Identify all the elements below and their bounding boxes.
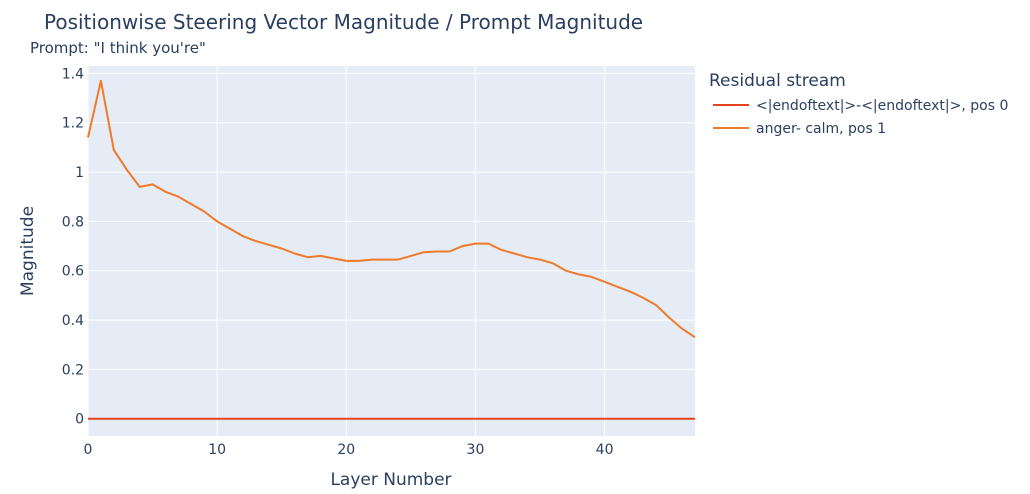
- legend-items: <|endoftext|>-<|endoftext|>, pos 0 anger…: [713, 98, 1008, 137]
- x-tick-label: 20: [337, 442, 355, 458]
- y-tick-label: 1.4: [62, 66, 84, 82]
- y-tick-label: 0: [75, 412, 84, 428]
- legend-entry-label: anger- calm, pos 1: [756, 121, 886, 137]
- y-tick-label: 1: [75, 165, 84, 181]
- y-tick-label: 1.2: [62, 116, 84, 132]
- plot-area: [88, 66, 695, 436]
- legend: Residual stream <|endoftext|>-<|endoftex…: [709, 71, 1008, 137]
- x-tick-label: 0: [84, 442, 93, 458]
- y-tick-labels: 0 0.2 0.4 0.6 0.8 1 1.2 1.4: [62, 66, 84, 427]
- legend-entry-label: <|endoftext|>-<|endoftext|>, pos 0: [756, 98, 1008, 114]
- y-tick-label: 0.2: [62, 362, 84, 378]
- series-lines: [87, 79, 696, 420]
- x-axis-label: Layer Number: [330, 470, 451, 490]
- chart-title: Positionwise Steering Vector Magnitude /…: [44, 10, 643, 34]
- y-tick-label: 0.4: [62, 313, 84, 329]
- x-tick-label: 40: [596, 442, 614, 458]
- series-line-1: [87, 79, 696, 339]
- y-tick-label: 0.6: [62, 264, 84, 280]
- gridlines: [87, 66, 695, 436]
- x-tick-label: 10: [208, 442, 226, 458]
- legend-title: Residual stream: [709, 71, 846, 91]
- y-axis-label: Magnitude: [18, 206, 38, 296]
- y-tick-label: 0.8: [62, 214, 84, 230]
- x-tick-label: 30: [467, 442, 485, 458]
- chart-subtitle: Prompt: "I think you're": [30, 39, 206, 57]
- x-tick-labels: 0 10 20 30 40: [84, 442, 614, 458]
